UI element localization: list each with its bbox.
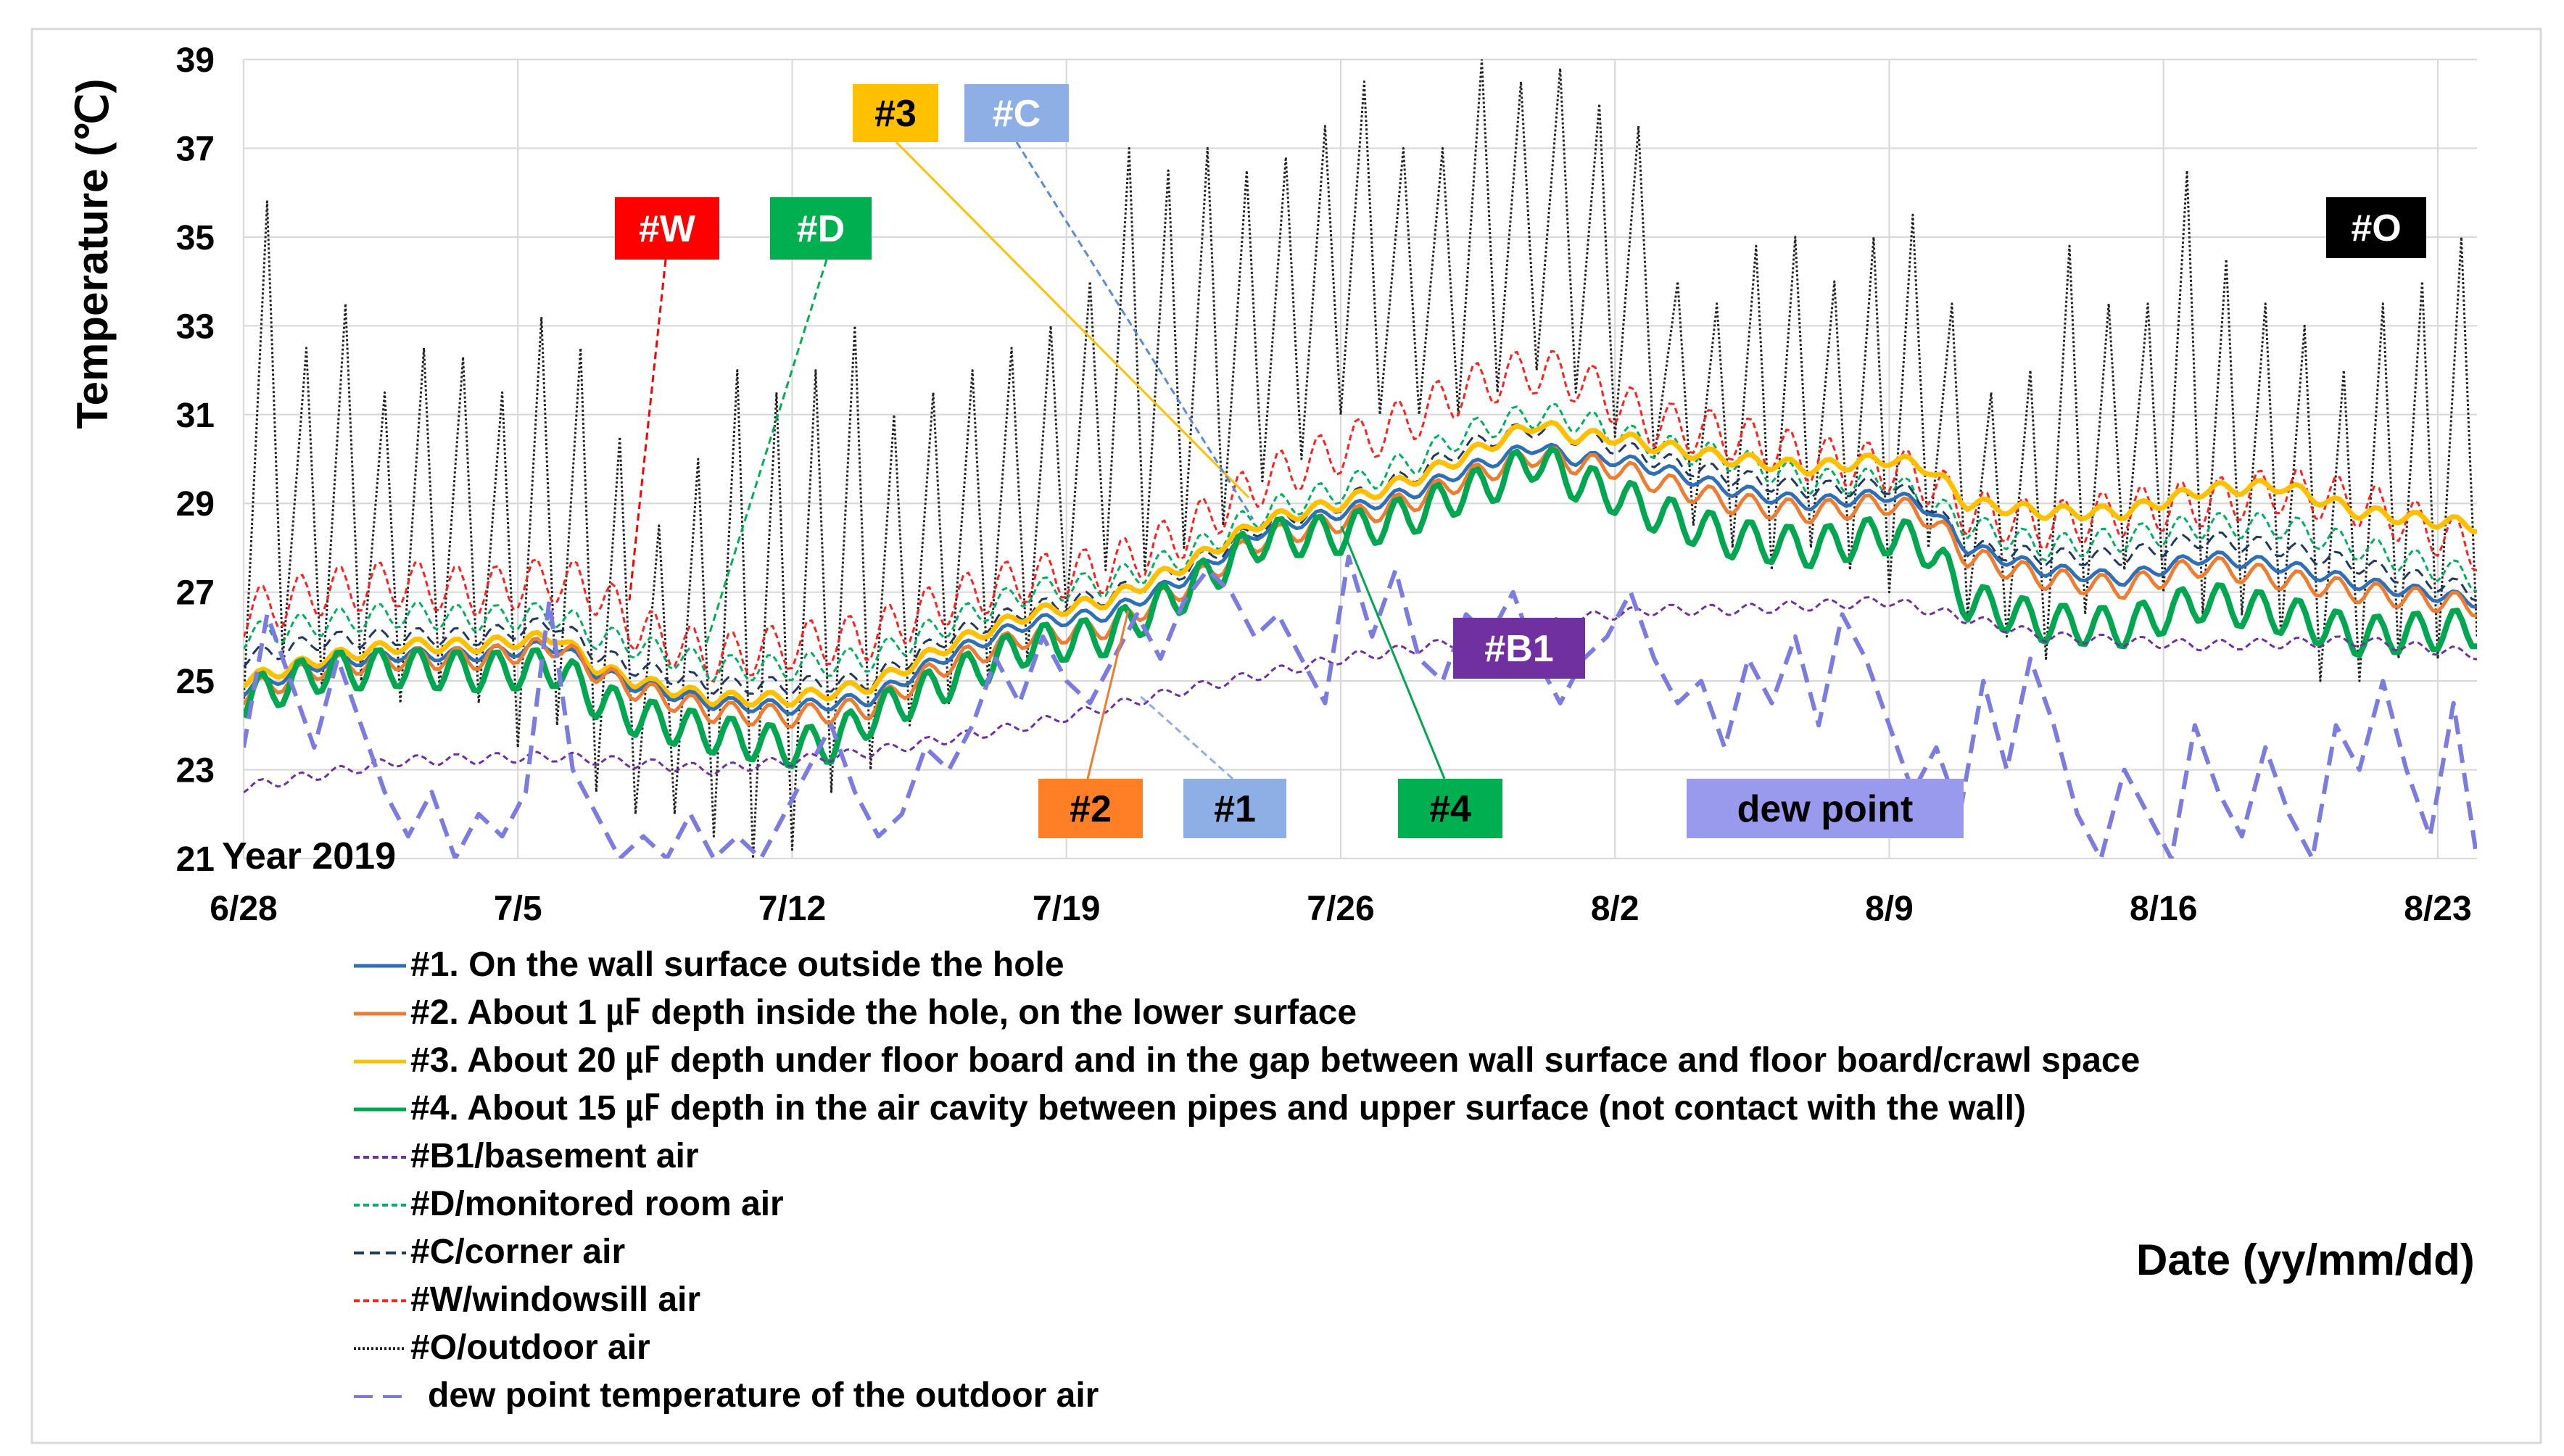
x-tick-label: 8/23 (2404, 890, 2471, 928)
x-tick-label: 7/26 (1307, 890, 1374, 928)
series-line-s2 (244, 446, 2477, 729)
annotation-box (1183, 779, 1286, 838)
annotations: #O #W #D #3 #C #2 #1 #4 #B1 dew point (615, 84, 2426, 838)
x-tick-label: 7/12 (758, 890, 826, 928)
annotation-box (1453, 618, 1585, 679)
y-tick-label: 23 (176, 752, 215, 790)
annotation-leader-line (628, 259, 667, 601)
axis-ticks: 21 23 25 27 29 31 33 35 37 39 6/28 7/5 7/12 7/19 7/26 8… (176, 41, 2472, 928)
series-line-B1 (244, 596, 2477, 794)
annotation-leader-line (1086, 610, 1130, 779)
annotation-leader-line (1138, 693, 1233, 780)
legend-label: #W/windowsill air (410, 1281, 700, 1319)
annotation-leader-line (895, 141, 1250, 499)
legend: #1. On the wall surface outside the hole… (354, 946, 2140, 1415)
annotation-box (1038, 779, 1143, 838)
annotation-label: #D (797, 208, 845, 250)
y-tick-label: 31 (176, 397, 215, 435)
annotation-box (615, 197, 719, 260)
legend-label: #D/monitored room air (410, 1185, 784, 1223)
x-tick-label: 8/16 (2130, 890, 2197, 928)
legend-label: dew point temperature of the outdoor air (428, 1376, 1099, 1415)
series-line-D (244, 402, 2477, 682)
legend-label: #B1/basement air (410, 1137, 699, 1175)
annotation-label: #4 (1429, 788, 1471, 830)
y-tick-label: 37 (176, 130, 215, 168)
y-tick-label: 25 (176, 663, 215, 701)
annotation-label: #O (2351, 207, 2401, 249)
year-label: Year 2019 (222, 835, 396, 877)
series-group (244, 59, 2477, 859)
annotation-leader-line (1340, 526, 1446, 779)
chart-frame (30, 28, 2542, 1444)
y-tick-label: 21 (176, 840, 215, 879)
series-line-C (244, 422, 2477, 695)
annotation-box (770, 197, 872, 260)
y-tick-label: 39 (176, 41, 215, 80)
legend-label: #2. About 1 ㎌ depth inside the hole, on … (410, 993, 1357, 1033)
annotation-box (853, 84, 938, 142)
y-tick-label: 33 (176, 307, 215, 346)
legend-label: #1. On the wall surface outside the hole (410, 946, 1064, 984)
annotation-box (964, 84, 1069, 142)
gridlines (242, 58, 2477, 860)
annotation-box (2326, 197, 2426, 258)
series-line-s4 (244, 446, 2477, 769)
x-axis-title: Date (yy/mm/dd) (2136, 1236, 2475, 1284)
y-tick-label: 27 (176, 574, 215, 613)
annotation-label: #1 (1214, 788, 1256, 830)
annotation-label: #2 (1070, 788, 1112, 830)
y-tick-label: 29 (176, 485, 215, 524)
y-axis-title: Temperature (℃) (68, 78, 117, 429)
annotation-box (1687, 779, 1964, 838)
series-line-O (244, 59, 2477, 859)
annotation-label: dew point (1737, 788, 1914, 830)
legend-label: #O/outdoor air (410, 1328, 650, 1367)
x-tick-label: 6/28 (210, 890, 277, 928)
series-line-s3 (244, 420, 2477, 708)
x-tick-label: 7/5 (494, 890, 542, 928)
legend-label: #4. About 15 ㎌ depth in the air cavity b… (410, 1089, 2026, 1128)
annotation-label: #C (993, 93, 1041, 135)
x-tick-label: 7/19 (1033, 890, 1100, 928)
annotation-label: #B1 (1484, 628, 1553, 670)
annotation-label: #W (639, 208, 696, 250)
legend-label: #3. About 20 ㎌ depth under floor board a… (410, 1041, 2140, 1080)
annotation-box (1398, 779, 1502, 838)
series-line-dp (244, 554, 2477, 859)
x-tick-label: 8/2 (1591, 890, 1639, 928)
annotation-leader-line (705, 259, 828, 645)
annotation-leader-line (1015, 141, 1254, 520)
legend-label: #C/corner air (410, 1233, 625, 1271)
x-tick-label: 8/9 (1865, 890, 1914, 928)
annotation-label: #3 (874, 93, 917, 135)
y-tick-label: 35 (176, 219, 215, 257)
